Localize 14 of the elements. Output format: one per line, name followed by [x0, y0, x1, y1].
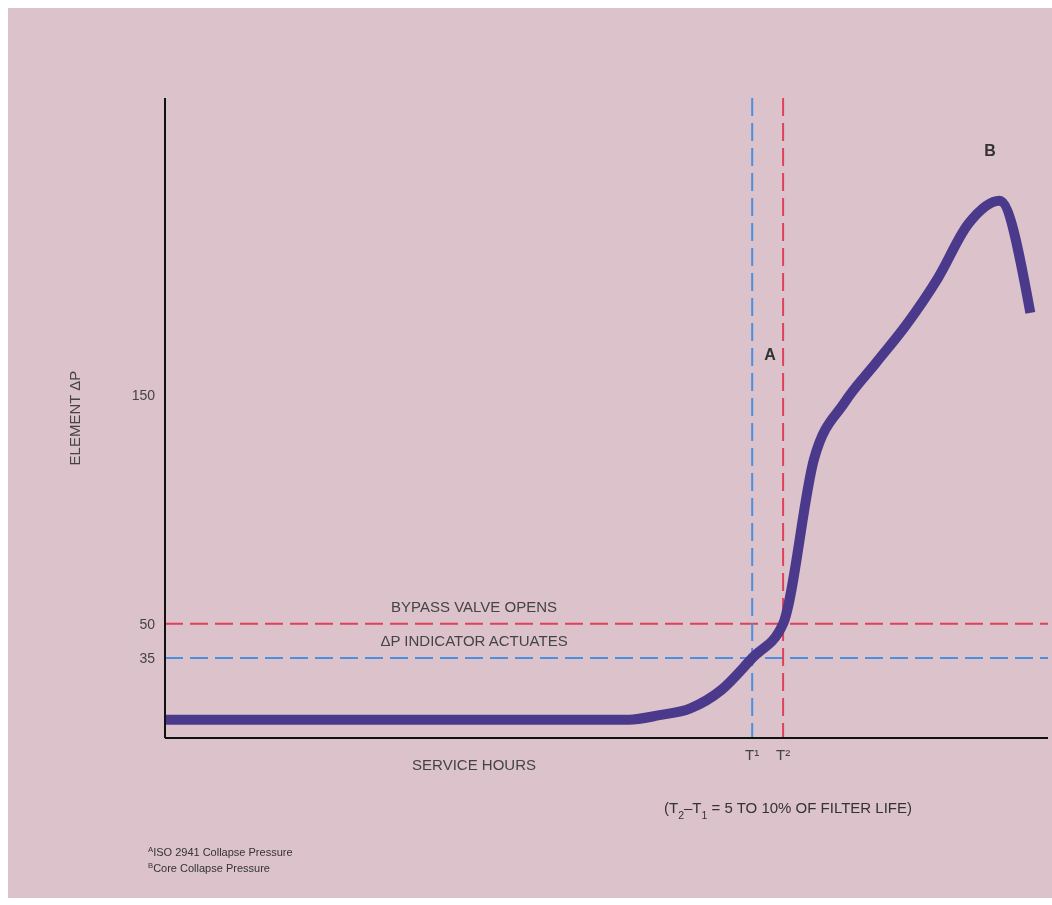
ref-line-label: BYPASS VALVE OPENS [391, 597, 557, 615]
x-tick-label: T² [776, 746, 791, 763]
annotation: B [984, 142, 996, 159]
y-axis-title: ELEMENT ΔP [66, 370, 83, 466]
x-axis-title: SERVICE HOURS [412, 756, 537, 773]
text: $^{B}$Core Collapse Pressure [148, 860, 270, 874]
ref-line-label: ΔP INDICATOR ACTUATES [380, 632, 568, 649]
text: $^{A}$ISO 2941 Collapse Pressure [148, 844, 293, 858]
y-tick-label: 35 [139, 649, 156, 666]
text: (T$_{2}$–T$_{1}$ = 5 TO 10% OF FILTER LIFE) [663, 799, 913, 821]
y-tick-label: 50 [139, 615, 156, 632]
y-tick-label: 150 [131, 387, 156, 404]
annotation: A [764, 346, 777, 363]
x-tick-label: T¹ [745, 746, 760, 763]
